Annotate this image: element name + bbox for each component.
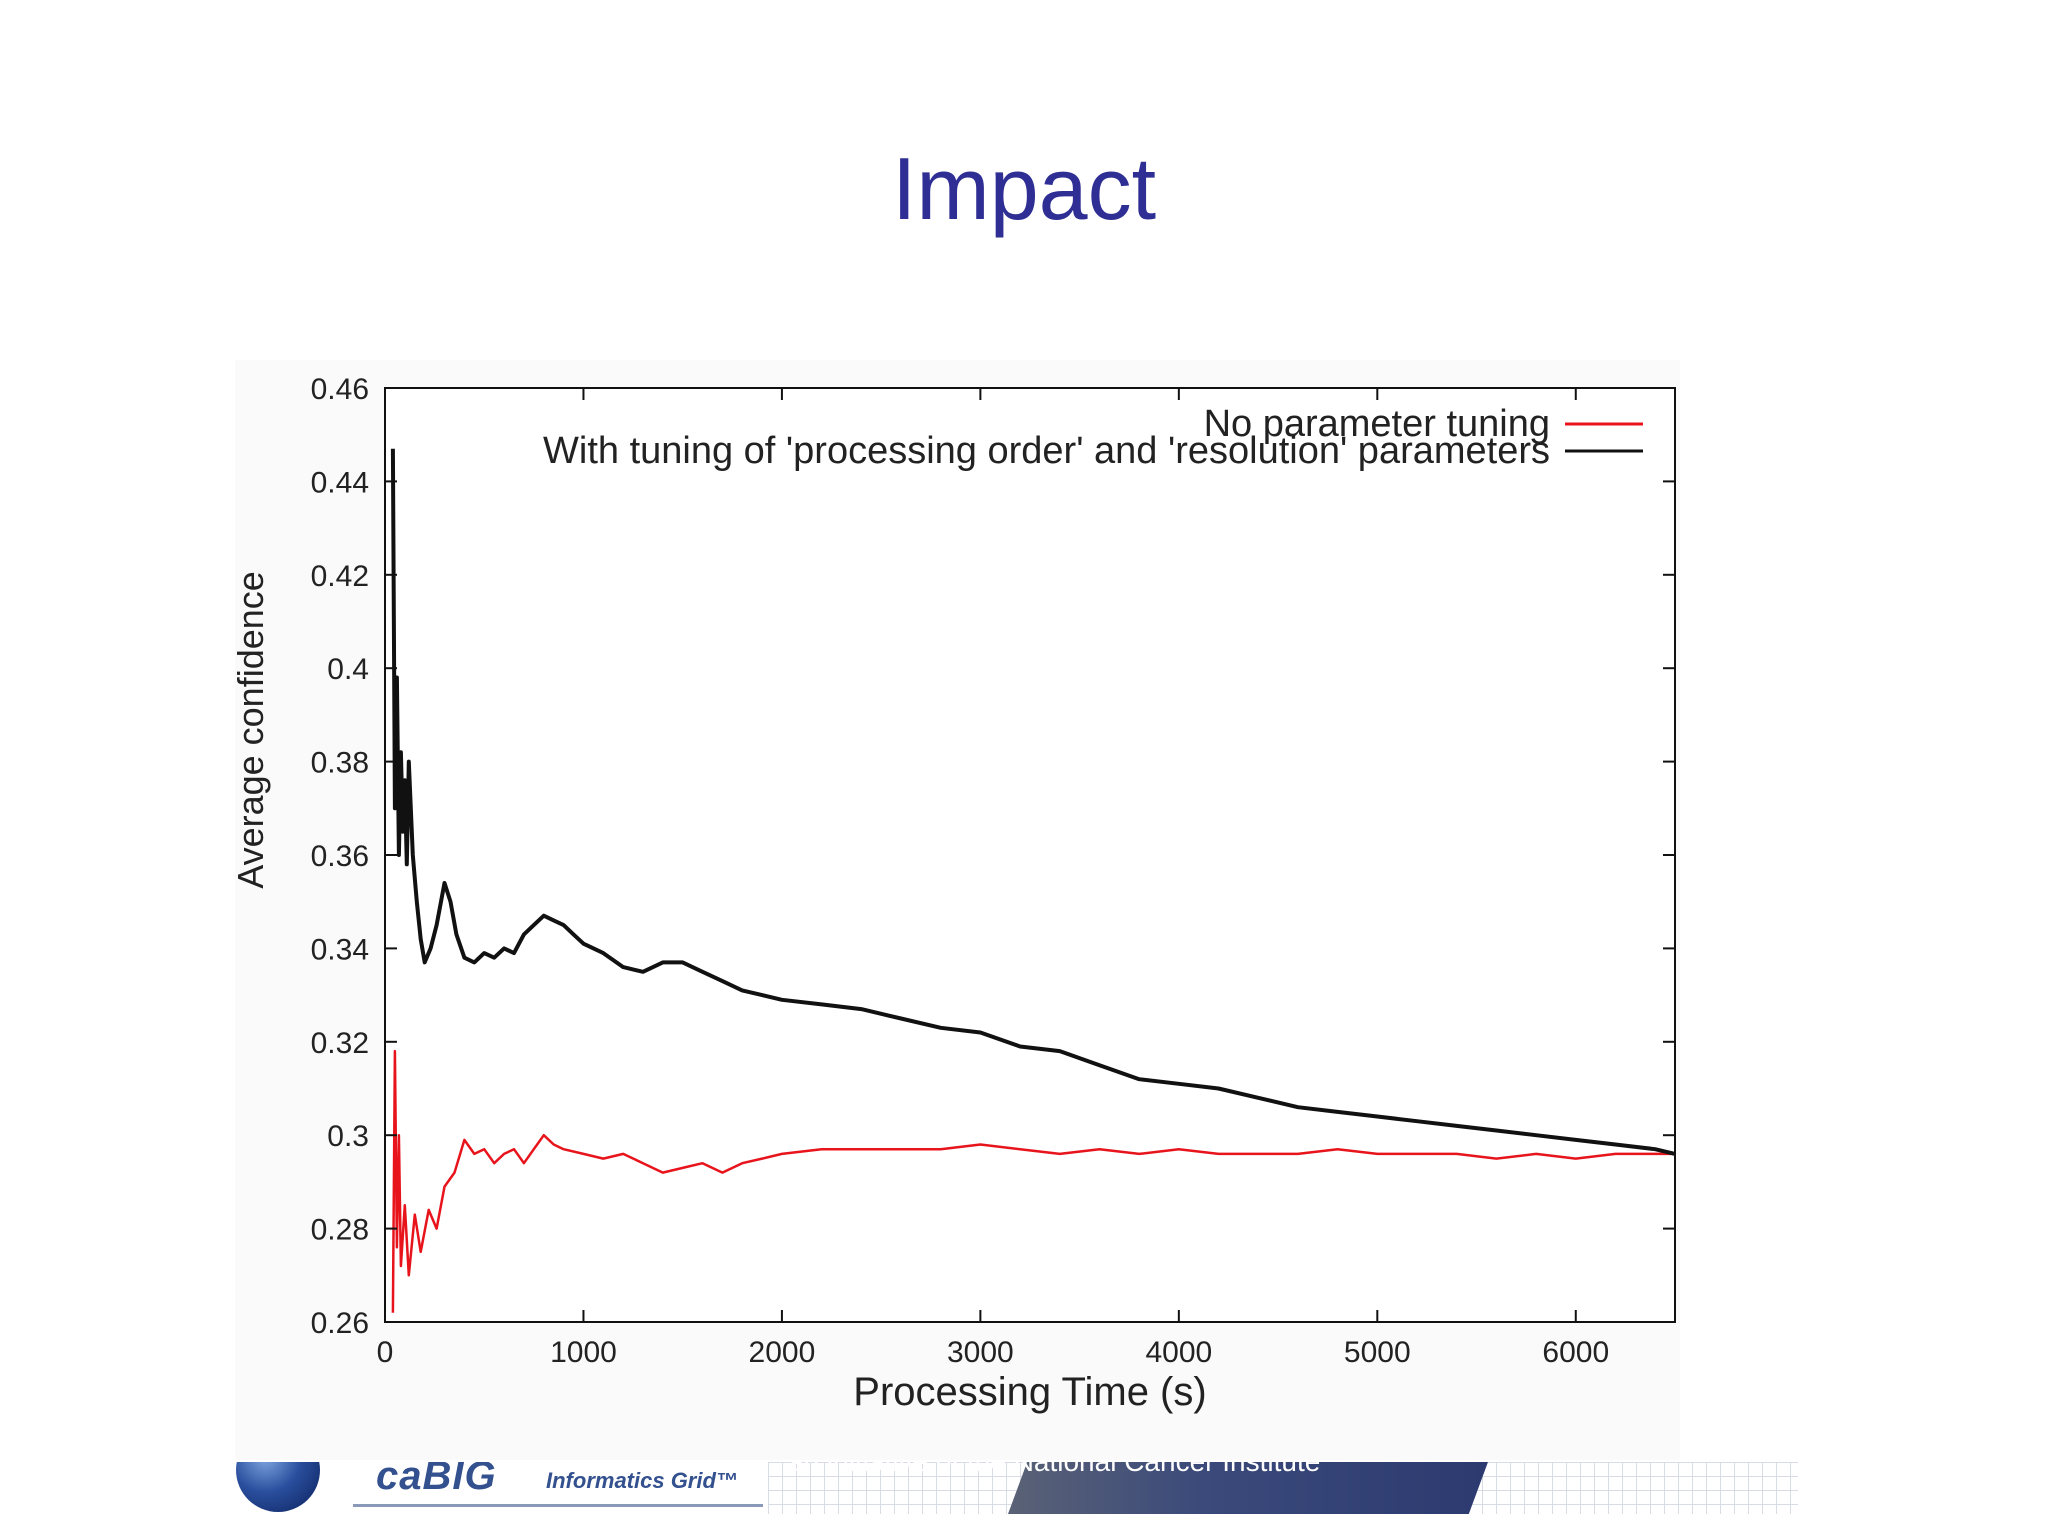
footer-banner: caBIG Informatics Grid™ an initiative of… <box>228 1462 1798 1514</box>
x-tick-label: 1000 <box>550 1336 617 1369</box>
y-tick-label: 0.26 <box>311 1307 369 1340</box>
y-axis-label: Average confidence <box>235 571 271 889</box>
series-line-1 <box>391 1049 1675 1313</box>
x-tick-label: 2000 <box>749 1336 816 1369</box>
y-tick-label: 0.46 <box>311 373 369 406</box>
footer-underline <box>353 1504 763 1507</box>
plot-area <box>384 387 1676 1323</box>
series-layer <box>390 448 1676 1313</box>
series-line-2 <box>390 448 1676 1156</box>
x-tick-label: 5000 <box>1344 1336 1411 1369</box>
y-tick-label: 0.44 <box>311 466 369 499</box>
slide-title: Impact <box>891 139 1157 238</box>
y-tick-label: 0.38 <box>311 747 369 780</box>
x-tick-label: 6000 <box>1542 1336 1609 1369</box>
globe-logo-icon <box>236 1462 320 1512</box>
y-tick-label: 0.4 <box>327 653 369 686</box>
chart-panel: 0 1000 2000 3000 4000 5000 6000 0.26 0.28 0.3 0.32… <box>235 360 1680 1460</box>
y-tick-label: 0.42 <box>311 560 369 593</box>
footer-grid-name: Informatics Grid™ <box>546 1468 738 1493</box>
footer-initiative: an initiative of the National Cancer Ins… <box>788 1462 1320 1478</box>
line-chart: 0 1000 2000 3000 4000 5000 6000 0.26 0.28 0.3 0.32… <box>235 373 1676 1414</box>
y-tick-label: 0.32 <box>311 1027 369 1060</box>
y-tick-label: 0.36 <box>311 840 369 873</box>
y-tick-label: 0.34 <box>311 933 369 966</box>
legend-label-2: With tuning of 'processing order' and 'r… <box>543 430 1550 472</box>
x-tick-label: 0 <box>377 1336 394 1369</box>
x-tick-label: 4000 <box>1145 1336 1212 1369</box>
plot-frame <box>384 387 1676 1323</box>
y-tick-label: 0.3 <box>327 1120 369 1153</box>
x-axis-label: Processing Time (s) <box>853 1370 1206 1414</box>
footer-brand: caBIG <box>376 1462 497 1498</box>
legend-label-1: No parameter tuning <box>1204 403 1550 445</box>
x-tick-label: 3000 <box>947 1336 1014 1369</box>
tick-layer: 0 1000 2000 3000 4000 5000 6000 0.26 0.28 0.3 0.32… <box>311 373 1675 1369</box>
y-tick-label: 0.28 <box>311 1214 369 1247</box>
footer-dark-panel <box>1008 1462 1488 1514</box>
